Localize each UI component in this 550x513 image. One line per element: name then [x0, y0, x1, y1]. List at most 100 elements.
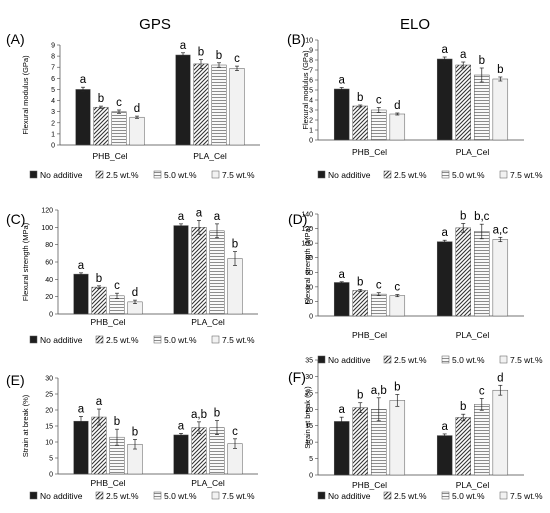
legend-swatch	[383, 170, 392, 179]
significance-letter: c	[376, 280, 382, 292]
significance-letter: b	[114, 416, 120, 428]
significance-letter: b	[357, 276, 363, 288]
bar	[492, 78, 509, 141]
y-tick-label: 40	[45, 277, 53, 284]
legend-label: 2.5 wt.%	[106, 335, 139, 345]
y-tick-label: 60	[305, 270, 313, 277]
legend-swatch	[95, 170, 104, 179]
significance-letter: a	[78, 260, 85, 272]
significance-letter: c	[394, 282, 400, 294]
significance-letter: a,c	[493, 224, 509, 236]
bar	[93, 106, 109, 146]
y-tick-label: 10	[45, 440, 53, 447]
y-axis-label: Strain at break (%)	[303, 386, 312, 449]
y-tick-label: 25	[305, 390, 313, 397]
column-title-elo: ELO	[400, 16, 430, 33]
bar	[173, 434, 189, 475]
legend-label: 5.0 wt.%	[164, 491, 197, 501]
y-tick-label: 1	[309, 128, 313, 135]
bar	[211, 64, 227, 146]
significance-letter: a	[78, 403, 85, 415]
y-tick-label: 20	[305, 407, 313, 414]
bar	[209, 230, 225, 315]
legend-swatch	[317, 170, 326, 179]
column-title-gps: GPS	[139, 16, 171, 33]
y-tick-label: 6	[309, 78, 313, 85]
y-tick-label: 1	[51, 131, 55, 138]
significance-letter: a	[196, 207, 203, 219]
bar	[175, 54, 191, 146]
legend-swatch	[441, 355, 450, 364]
significance-letter: a	[441, 44, 448, 56]
legend-label: 7.5 wt.%	[222, 491, 255, 501]
y-tick-label: 100	[41, 225, 53, 232]
legend-label: 5.0 wt.%	[452, 170, 485, 180]
significance-letter: c	[232, 426, 238, 438]
bar	[191, 427, 207, 475]
panel-label: (A)	[6, 31, 25, 47]
chart-d: (D) 0 20 40 60 80 100 120 140 Flexural strength (…	[288, 210, 543, 365]
significance-letter: b	[98, 93, 104, 105]
legend-swatch	[29, 491, 38, 500]
significance-letter: b	[96, 273, 102, 285]
legend-label: No additive	[40, 491, 83, 501]
legend-swatch	[211, 170, 220, 179]
y-tick-label: 0	[49, 472, 53, 479]
significance-letter: b	[497, 64, 503, 76]
significance-letter: a,b	[371, 385, 387, 397]
bar	[352, 290, 368, 317]
significance-letter: a	[441, 227, 448, 239]
legend-swatch	[211, 491, 220, 500]
significance-letter: c	[234, 53, 240, 65]
legend-label: 2.5 wt.%	[106, 491, 139, 501]
significance-letter: d	[497, 372, 503, 384]
legend-label: 7.5 wt.%	[510, 355, 543, 365]
significance-letter: b	[460, 401, 466, 413]
bar	[492, 389, 509, 476]
y-tick-label: 4	[51, 98, 55, 105]
y-tick-label: 40	[305, 284, 313, 291]
significance-letter: a	[180, 40, 187, 52]
legend-label: No additive	[328, 355, 371, 365]
significance-letter: a	[96, 396, 103, 408]
y-tick-label: 9	[51, 43, 55, 50]
legend-label: 7.5 wt.%	[510, 170, 543, 180]
category-label: PLA_Cel	[456, 147, 490, 157]
y-axis-label: Flexural strength (MPa)	[21, 222, 30, 301]
y-tick-label: 25	[45, 392, 53, 399]
legend-swatch	[29, 335, 38, 344]
significance-letter: c	[116, 97, 122, 109]
bar	[352, 407, 368, 476]
y-tick-label: 20	[305, 299, 313, 306]
bar	[389, 113, 406, 141]
y-tick-label: 100	[301, 241, 313, 248]
significance-letter: d	[134, 103, 140, 115]
significance-letter: b	[479, 55, 485, 67]
y-tick-label: 3	[51, 109, 55, 116]
y-tick-label: 0	[309, 138, 313, 145]
legend-swatch	[499, 355, 508, 364]
significance-letter: b	[460, 210, 466, 222]
bar	[352, 105, 368, 141]
bar	[474, 231, 490, 317]
legend-swatch	[383, 491, 392, 500]
y-tick-label: 8	[51, 54, 55, 61]
y-axis-label: Flexural strength (MPa)	[303, 225, 312, 304]
legend-swatch	[441, 491, 450, 500]
legend-swatch	[211, 335, 220, 344]
panel-label: (E)	[6, 372, 25, 388]
legend-swatch	[29, 170, 38, 179]
bar	[455, 227, 471, 317]
y-tick-label: 120	[41, 208, 53, 215]
bar	[436, 58, 453, 141]
category-label: PHB_Cel	[91, 478, 126, 488]
significance-letter: a	[338, 75, 345, 87]
legend-label: 5.0 wt.%	[452, 355, 485, 365]
y-tick-label: 4	[309, 98, 313, 105]
panel-label: (C)	[6, 211, 25, 227]
chart-c: (C) 0 20 40 60 80 100 120 Flexural strength (MPa…	[6, 207, 258, 345]
